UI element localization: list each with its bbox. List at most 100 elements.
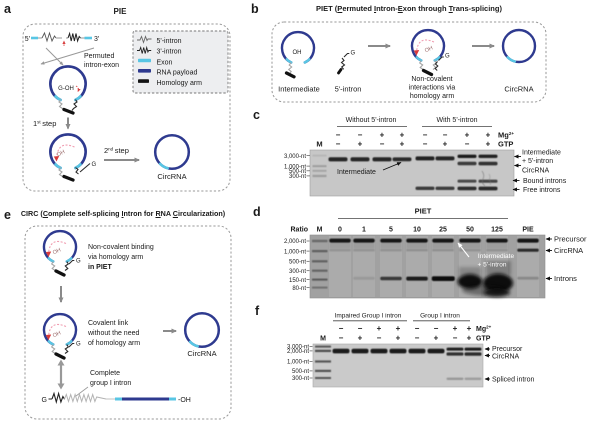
- gel-d-blobs: [457, 261, 513, 297]
- svg-text:+: +: [377, 324, 382, 333]
- svg-text:3,000-nt: 3,000-nt: [287, 344, 309, 350]
- svg-text:2,000-nt: 2,000-nt: [284, 239, 306, 245]
- splice-arrow-icon: [47, 323, 67, 337]
- svg-text:−: −: [358, 324, 363, 333]
- svg-text:+ 5'-intron: + 5'-intron: [522, 158, 553, 165]
- intermediate-circle: OH: [280, 30, 316, 79]
- homology-arm: [421, 68, 434, 77]
- svg-text:+: +: [380, 131, 385, 140]
- svg-text:1,000-nt: 1,000-nt: [284, 249, 306, 255]
- svg-text:−: −: [358, 131, 363, 140]
- oh-label: OH: [56, 149, 66, 158]
- svg-text:1,000-nt: 1,000-nt: [284, 164, 306, 170]
- legend-item-label: 3'-intron: [157, 49, 182, 56]
- permuted-label-line2: intron-exon: [84, 62, 119, 69]
- step2-label: 2nd step: [104, 146, 129, 155]
- gel-f-size-markers: 3,000-nt 2,000-nt 1,000-nt 500-nt 300-nt: [287, 344, 313, 382]
- noncovalent-label-line1: Non-covalent: [411, 76, 452, 83]
- intermediate-label: Intermediate: [278, 85, 320, 94]
- oh-label: OH: [293, 50, 302, 56]
- svg-text:300-nt: 300-nt: [289, 174, 306, 180]
- gel-d-note-line2: + 5'-intron: [478, 262, 507, 269]
- panel-e-label: e: [4, 208, 11, 222]
- svg-text:CircRNA: CircRNA: [554, 246, 583, 255]
- released-g-label: G: [92, 162, 97, 168]
- complete-intron-line1: Complete: [90, 370, 120, 377]
- gel-d-lane-labels: Ratio M 0 1 5 10 25 50 125 PIE: [291, 227, 534, 234]
- svg-text:5: 5: [389, 227, 393, 234]
- legend-item-label: RNA payload: [157, 70, 198, 77]
- panel-d-label: d: [253, 205, 261, 219]
- pointer-line: [75, 386, 89, 397]
- svg-text:−: −: [415, 324, 420, 333]
- covalent-link-circle: OH G: [42, 312, 81, 360]
- attack-arrow-icon: [75, 85, 81, 92]
- permuted-label-line1: Permuted: [84, 53, 114, 60]
- svg-text:CircRNA: CircRNA: [522, 168, 550, 175]
- oh-end-label: -OH: [178, 397, 191, 404]
- svg-text:−: −: [465, 140, 470, 149]
- svg-text:50: 50: [466, 227, 474, 234]
- gel-d-size-markers: 2,000-nt 1,000-nt 500-nt 300-nt 150-nt 8…: [284, 239, 310, 292]
- svg-text:1: 1: [362, 227, 366, 234]
- gel-c-size-markers: 3,000-nt 1,000-nt 500-nt 300-nt: [284, 154, 310, 180]
- svg-text:Introns: Introns: [554, 274, 577, 283]
- svg-text:125: 125: [491, 227, 503, 234]
- g-label: G: [76, 259, 81, 265]
- gtp-row: M − + − + − + − +: [316, 140, 490, 149]
- mg-label: Mg2+: [476, 325, 492, 333]
- svg-text:150-nt: 150-nt: [289, 278, 306, 284]
- gel-f-annotations: Precursor CircRNA Spliced intron: [484, 346, 535, 384]
- three-intron-icon: [137, 45, 152, 54]
- svg-text:3,000-nt: 3,000-nt: [284, 154, 306, 160]
- oh-label: OH: [52, 247, 62, 256]
- svg-text:−: −: [434, 324, 439, 333]
- svg-text:25: 25: [439, 227, 447, 234]
- svg-text:−: −: [423, 131, 428, 140]
- gel-c-marker-bands: [312, 154, 327, 178]
- homology-arm: [62, 174, 75, 182]
- svg-text:Precursor: Precursor: [554, 235, 587, 244]
- svg-text:−: −: [339, 324, 344, 333]
- gel-f-bands: [332, 347, 482, 380]
- five-prime-label: 5': [25, 36, 30, 43]
- five-intron-piece: G: [337, 51, 356, 75]
- noncovalent-label-line2: interactions via: [409, 85, 456, 92]
- noncov-binding-line2: via homology arm: [88, 254, 143, 261]
- svg-text:300-nt: 300-nt: [289, 269, 306, 275]
- panel-f-label: f: [255, 304, 260, 318]
- pie-lane-label: PIE: [522, 227, 534, 234]
- g-end-label: G: [42, 397, 47, 404]
- covalent-link-line3: of homology arm: [88, 340, 140, 347]
- group1-header: Without 5'-intron: [346, 117, 397, 124]
- svg-text:−: −: [336, 131, 341, 140]
- linear-precursor-construct: 5' 3': [25, 31, 99, 46]
- homology-arm: [54, 269, 66, 277]
- svg-text:+: +: [465, 131, 470, 140]
- panel-b-title: PIET (Permuted Intron-Exon through Trans…: [316, 4, 502, 13]
- svg-text:+: +: [486, 131, 491, 140]
- svg-text:+: +: [358, 140, 363, 149]
- gel-d-note-line1: Intermediate: [478, 253, 515, 260]
- gel-c-annotations: Intermediate + 5'-intron CircRNA Bound i…: [512, 150, 567, 194]
- svg-text:80-nt: 80-nt: [292, 286, 306, 292]
- panel-a-label: a: [4, 2, 12, 16]
- five-intron-squiggle: [41, 31, 57, 43]
- rna-payload-icon: [138, 69, 151, 73]
- splice-arrow-icon: [415, 39, 435, 53]
- svg-text:−: −: [443, 131, 448, 140]
- gel-f-marker-bands: [315, 345, 331, 379]
- svg-text:0: 0: [338, 227, 342, 234]
- complete-intron-line2: group I intron: [90, 380, 131, 387]
- svg-text:+: +: [396, 334, 401, 343]
- homology-arm: [284, 71, 296, 79]
- panel-e-title: CIRC (Complete self-splicing Intron for …: [20, 209, 226, 218]
- svg-text:+: +: [358, 334, 363, 343]
- marker-lane-label: M: [317, 227, 323, 234]
- five-intron-label: 5'-intron: [335, 85, 362, 94]
- panel-a-box: [22, 23, 231, 192]
- piet-noncovalent-circle: OH G: [42, 229, 81, 277]
- circrna-label: CircRNA: [187, 349, 216, 358]
- marker-lane-label: M: [320, 336, 326, 343]
